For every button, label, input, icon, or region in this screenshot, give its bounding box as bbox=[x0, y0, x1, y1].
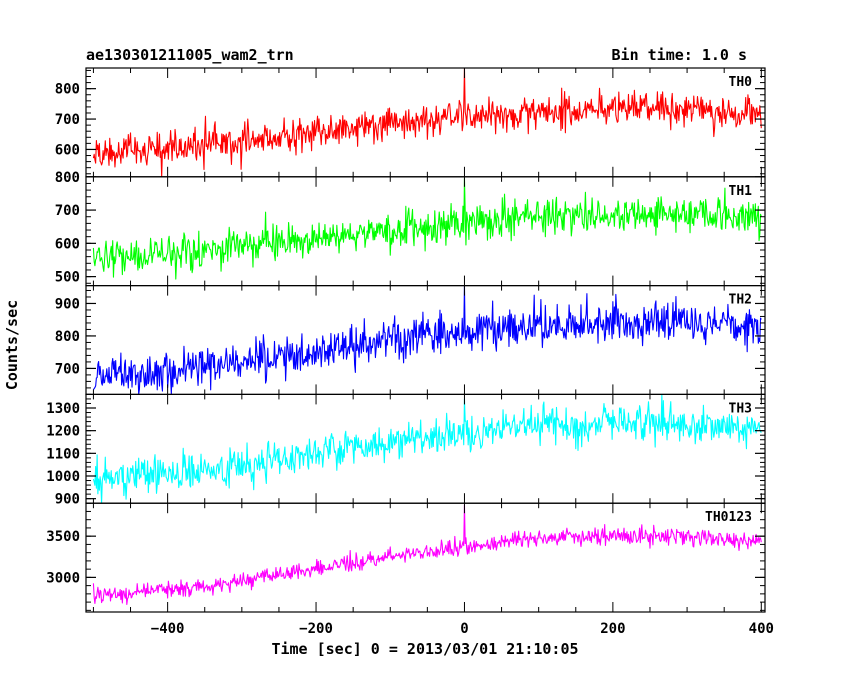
y-tick-label: 1000 bbox=[46, 469, 80, 485]
series-th2 bbox=[93, 285, 762, 395]
y-tick-label: 800 bbox=[55, 329, 80, 345]
y-tick-label: 900 bbox=[55, 296, 80, 312]
panel-label: TH3 bbox=[729, 401, 752, 416]
panel-th0123: 3000 3500 TH0123 bbox=[46, 502, 766, 613]
y-tick-label: 900 bbox=[55, 492, 80, 508]
x-tick-label: 200 bbox=[600, 621, 625, 637]
x-tick-label: −200 bbox=[299, 621, 333, 637]
panel-th0: 600 700 800 TH0 bbox=[55, 67, 766, 178]
y-tick-label: 3500 bbox=[46, 529, 80, 545]
x-tick-label: 0 bbox=[460, 621, 468, 637]
y-tick-label: 500 bbox=[55, 270, 80, 286]
y-tick-label: 800 bbox=[55, 170, 80, 186]
panel-th3: 900 1000 1100 1200 1300 TH3 bbox=[46, 393, 766, 508]
plot-title: ae130301211005_wam2_trn bbox=[86, 46, 294, 64]
panel-label: TH2 bbox=[729, 293, 752, 308]
x-tick-label: 400 bbox=[749, 621, 774, 637]
series-th0 bbox=[92, 67, 762, 178]
x-axis: −400 −200 0 200 400 bbox=[151, 621, 774, 637]
bin-time-label: Bin time: 1.0 s bbox=[612, 46, 747, 64]
panel-th2: 700 800 900 TH2 bbox=[55, 285, 766, 396]
panel-label: TH1 bbox=[729, 184, 753, 199]
y-tick-label: 3000 bbox=[46, 570, 80, 586]
panel-label: TH0123 bbox=[705, 510, 752, 525]
panel-label: TH0 bbox=[729, 75, 753, 90]
y-tick-label: 600 bbox=[55, 236, 80, 252]
y-axis-label: Counts/sec bbox=[3, 300, 21, 390]
panel-frame bbox=[85, 285, 766, 396]
x-axis-label: Time [sec] 0 = 2013/03/01 21:10:05 bbox=[271, 640, 578, 658]
y-tick-label: 800 bbox=[55, 82, 80, 98]
y-tick-label: 1200 bbox=[46, 424, 80, 440]
panel-frame bbox=[85, 502, 766, 613]
series-th3 bbox=[92, 393, 762, 504]
series-th1 bbox=[92, 177, 762, 280]
y-tick-label: 700 bbox=[55, 112, 80, 128]
panels-group: 600 700 800 TH0 500 600 700 800 TH1 700 800 900 TH2 9… bbox=[46, 67, 766, 613]
y-tick-label: 1300 bbox=[46, 401, 80, 417]
y-tick-label: 700 bbox=[55, 203, 80, 219]
y-tick-label: 1100 bbox=[46, 446, 80, 462]
y-tick-label: 600 bbox=[55, 142, 80, 158]
panel-th1: 500 600 700 800 TH1 bbox=[55, 170, 766, 287]
series-th0123 bbox=[92, 504, 762, 605]
y-tick-label: 700 bbox=[55, 361, 80, 377]
x-tick-label: −400 bbox=[151, 621, 185, 637]
